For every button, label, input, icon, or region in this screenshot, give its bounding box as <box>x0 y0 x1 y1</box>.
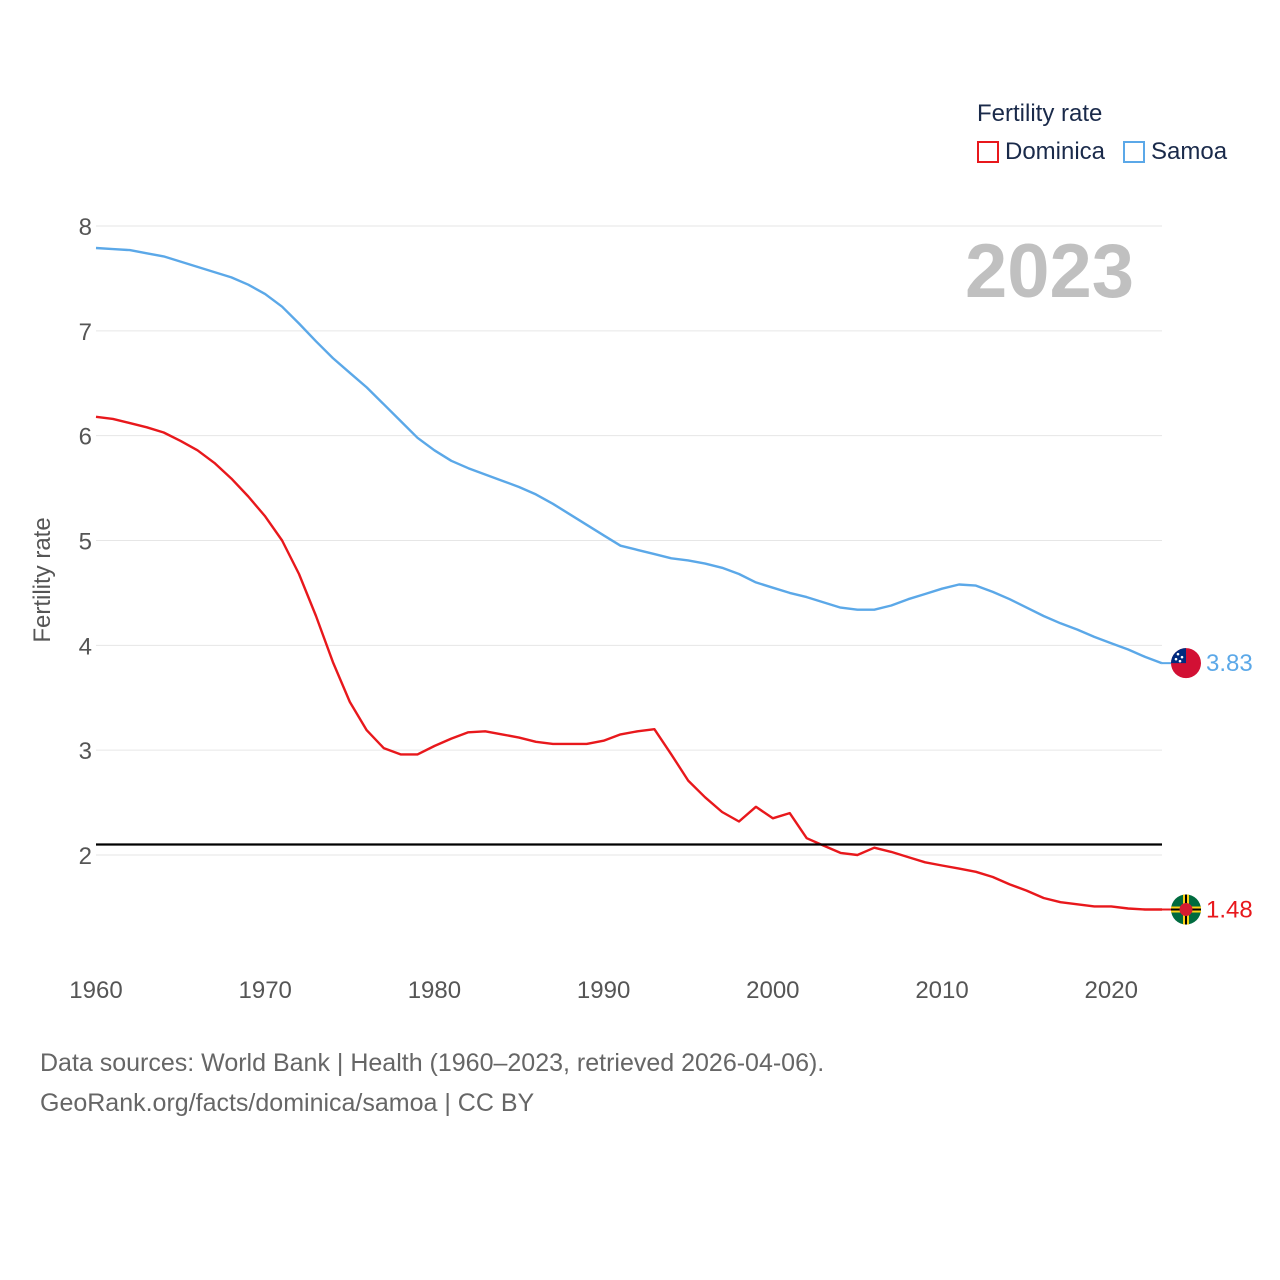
series-lines <box>95 246 1163 911</box>
x-tick-2020: 2020 <box>1085 977 1138 1004</box>
footer: Data sources: World Bank | Health (1960–… <box>40 1043 824 1123</box>
y-tick-5: 5 <box>79 529 92 556</box>
year-label: 2023 <box>965 229 1135 314</box>
legend-title: Fertility rate <box>977 100 1103 127</box>
y-tick-6: 6 <box>79 424 92 451</box>
y-tick-3: 3 <box>79 738 92 765</box>
series-end-markers: 1.48 3.83 <box>1162 648 1253 925</box>
samoa-flag-icon <box>1171 648 1201 679</box>
y-axis-ticks: 2 3 4 5 6 7 8 <box>79 214 92 870</box>
end-label-dominica: 1.48 <box>1206 897 1253 924</box>
legend-label-dominica: Dominica <box>1005 138 1106 165</box>
y-axis-label: Fertility rate <box>29 517 56 642</box>
legend-swatch-dominica <box>977 141 999 163</box>
series-line-samoa <box>95 246 1163 665</box>
x-axis-ticks: 1960 1970 1980 1990 2000 2010 2020 <box>69 977 1138 1004</box>
y-tick-7: 7 <box>79 319 92 346</box>
x-tick-1970: 1970 <box>239 977 292 1004</box>
footer-sources: Data sources: World Bank | Health (1960–… <box>40 1049 825 1077</box>
dominica-flag-icon <box>1171 894 1201 925</box>
x-tick-2010: 2010 <box>915 977 968 1004</box>
x-tick-2000: 2000 <box>746 977 799 1004</box>
x-tick-1980: 1980 <box>408 977 461 1004</box>
end-label-samoa: 3.83 <box>1206 650 1253 677</box>
x-tick-1960: 1960 <box>69 977 122 1004</box>
legend-item-samoa[interactable]: Samoa <box>1123 138 1227 166</box>
x-tick-1990: 1990 <box>577 977 630 1004</box>
footer-attribution: GeoRank.org/facts/dominica/samoa | CC BY <box>40 1089 535 1117</box>
y-tick-4: 4 <box>79 633 92 660</box>
legend-label-samoa: Samoa <box>1151 138 1228 165</box>
series-line-dominica <box>95 415 1162 911</box>
y-tick-2: 2 <box>79 843 92 870</box>
legend-swatch-samoa <box>1123 141 1146 163</box>
legend-item-dominica[interactable]: Dominica <box>977 138 1105 166</box>
y-tick-8: 8 <box>79 214 92 241</box>
legend: Fertility rate Dominica Samoa <box>977 100 1227 166</box>
gridlines <box>96 225 1162 856</box>
